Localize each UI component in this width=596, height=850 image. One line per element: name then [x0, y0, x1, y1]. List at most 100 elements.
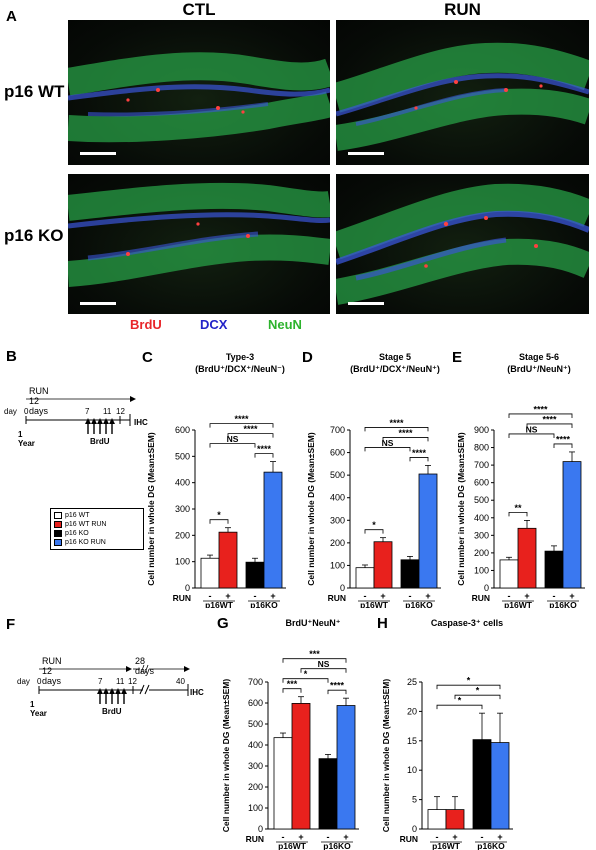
- significance-label: NS: [318, 659, 330, 669]
- row-header-p16-wt: p16 WT: [4, 82, 65, 101]
- y-tick-label: 700: [248, 677, 263, 687]
- panel-a-letter: A: [6, 8, 17, 25]
- run-sign: +: [380, 591, 385, 601]
- row-header-p16-ko: p16 KO: [4, 226, 64, 245]
- legend: p16 WT p16 WT RUN p16 KO p16 KO RUN: [50, 508, 144, 550]
- significance-label: ****: [389, 418, 404, 428]
- stain-label-neun: NeuN: [268, 317, 302, 332]
- stain-label-dcx: DCX: [200, 317, 228, 332]
- run-axis-label: RUN: [472, 593, 490, 603]
- significance-bracket: [209, 443, 256, 448]
- bar-chart-e: E Stage 5-6 (BrdU⁺/NeuN⁺) Cell number in wh…: [452, 349, 585, 608]
- run-sign: +: [425, 591, 430, 601]
- y-tick-label: 300: [330, 515, 345, 525]
- y-tick-label: 600: [175, 425, 190, 435]
- legend-swatch: [54, 512, 62, 519]
- significance-bracket: [508, 433, 555, 438]
- run-axis-label: RUN: [328, 593, 346, 603]
- group-label: p16WT: [504, 600, 533, 608]
- bar: [355, 567, 375, 589]
- y-tick-label: 400: [248, 740, 263, 750]
- y-tick-label: 5: [412, 795, 417, 805]
- significance-label: ***: [309, 649, 320, 659]
- column-header-run: RUN: [444, 0, 481, 19]
- timeline-b-graphic: [25, 396, 136, 434]
- panel-f-letter: F: [6, 616, 16, 633]
- chart-title: BrdU⁺NeuN⁺: [285, 618, 340, 628]
- significance-bracket: [409, 457, 429, 462]
- timeline-tick-0: 0: [37, 677, 42, 686]
- micrograph-ko-ctl: [68, 174, 330, 314]
- significance-bracket: [282, 658, 347, 663]
- significance-label: ****: [542, 414, 557, 424]
- scale-bar: [80, 302, 116, 305]
- significance-label: NS: [382, 438, 394, 448]
- significance-bracket: [327, 689, 347, 695]
- y-tick-label: 400: [175, 478, 190, 488]
- bar: [499, 559, 519, 589]
- group-label: p16WT: [432, 841, 461, 850]
- legend-swatch: [54, 539, 62, 546]
- group-label: p16WT: [360, 600, 389, 608]
- y-tick-label: 600: [248, 698, 263, 708]
- scale-bar: [80, 152, 116, 155]
- bar: [544, 550, 564, 589]
- run-sign: +: [452, 832, 457, 842]
- y-axis-label: Cell number in whole DG (Mean±SEM): [146, 432, 156, 586]
- y-tick-label: 500: [175, 451, 190, 461]
- y-tick-label: 600: [474, 478, 489, 488]
- significance-bracket: [454, 694, 501, 700]
- y-tick-label: 20: [407, 706, 417, 716]
- y-tick-label: 0: [258, 824, 263, 834]
- timeline-run-label: RUN 12 days: [29, 386, 49, 416]
- micrograph-ko-run: [336, 174, 589, 314]
- y-tick-label: 600: [330, 448, 345, 458]
- significance-label: *: [304, 669, 308, 679]
- run-sign: -: [327, 832, 330, 842]
- y-tick-label: 0: [185, 583, 190, 593]
- group-label: p16KO: [323, 841, 351, 850]
- run-sign: -: [508, 591, 511, 601]
- significance-label: ****: [234, 414, 249, 424]
- run-sign: -: [209, 591, 212, 601]
- bar: [490, 742, 510, 830]
- run-sign: +: [569, 591, 574, 601]
- timeline-wait-label: 28 days: [135, 656, 155, 676]
- bar: [562, 461, 582, 589]
- group-label: p16KO: [477, 841, 505, 850]
- legend-label: p16 KO RUN: [65, 539, 106, 546]
- chart-subtitle: (BrdU⁺/NeuN⁺): [507, 364, 571, 374]
- run-sign: +: [497, 832, 502, 842]
- bar: [400, 559, 420, 589]
- y-tick-label: 400: [330, 493, 345, 503]
- significance-bracket: [300, 668, 347, 673]
- significance-bracket: [553, 443, 573, 448]
- significance-bracket: [227, 433, 274, 438]
- bar: [318, 758, 338, 830]
- y-tick-label: 200: [330, 538, 345, 548]
- bar: [445, 809, 465, 830]
- significance-label: *: [467, 676, 471, 686]
- y-tick-label: 700: [330, 425, 345, 435]
- timeline-tick-11: 11: [103, 407, 112, 416]
- significance-label: ***: [287, 679, 298, 689]
- significance-bracket: [282, 678, 329, 683]
- bar-chart-d: D Stage 5 (BrdU⁺/DCX⁺/NeuN⁺) Cell number in…: [302, 349, 441, 608]
- run-sign: +: [298, 832, 303, 842]
- timeline-f-graphic: [38, 664, 190, 704]
- y-tick-label: 10: [407, 765, 417, 775]
- y-tick-label: 400: [474, 513, 489, 523]
- group-label: p16WT: [278, 841, 307, 850]
- run-sign: +: [270, 591, 275, 601]
- timeline-tick-12: 12: [116, 407, 125, 416]
- timeline-brdu-label: BrdU: [90, 437, 110, 446]
- timeline-tick-7: 7: [98, 677, 103, 686]
- y-tick-label: 100: [330, 560, 345, 570]
- significance-bracket: [209, 423, 274, 428]
- y-tick-label: 300: [474, 530, 489, 540]
- y-tick-label: 500: [474, 495, 489, 505]
- chart-title: Type-3: [226, 352, 254, 362]
- panel-letter: D: [302, 349, 313, 366]
- significance-bracket: [364, 447, 411, 452]
- timeline-ihc-label: IHC: [190, 688, 204, 697]
